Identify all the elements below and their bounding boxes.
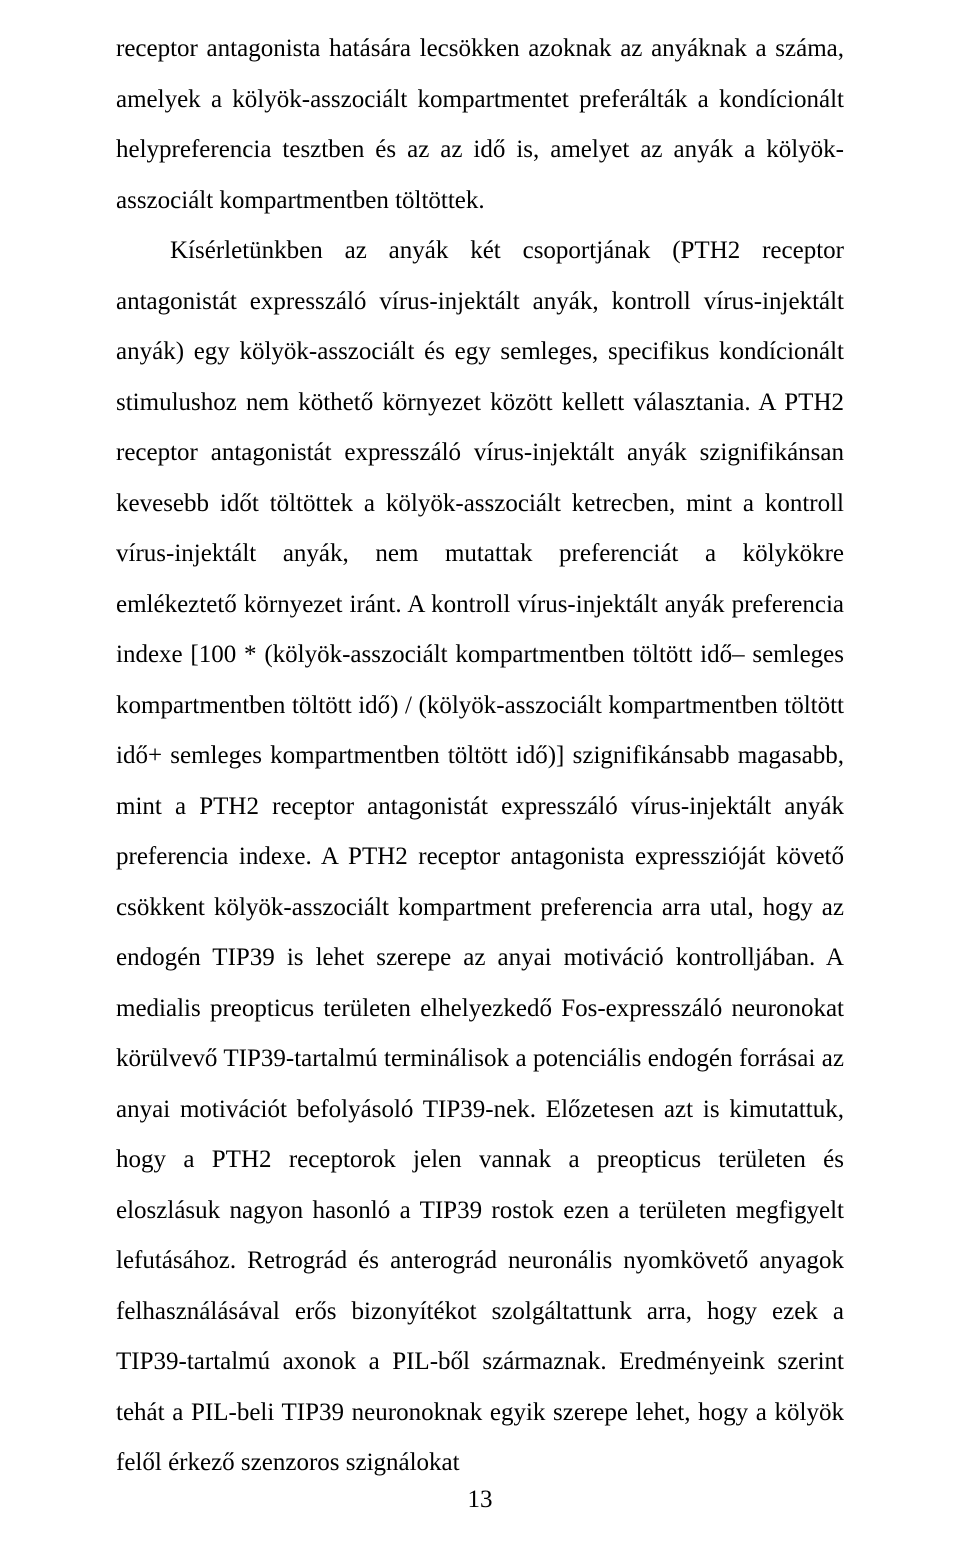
paragraph-1: receptor antagonista hatására lecsökken … — [116, 35, 844, 214]
paragraph-2: Kísérletünkben az anyák két csoportjának… — [116, 237, 844, 1476]
body-text-block: receptor antagonista hatására lecsökken … — [116, 24, 844, 1489]
page-number: 13 — [0, 1486, 960, 1514]
document-page: receptor antagonista hatására lecsökken … — [0, 0, 960, 1556]
